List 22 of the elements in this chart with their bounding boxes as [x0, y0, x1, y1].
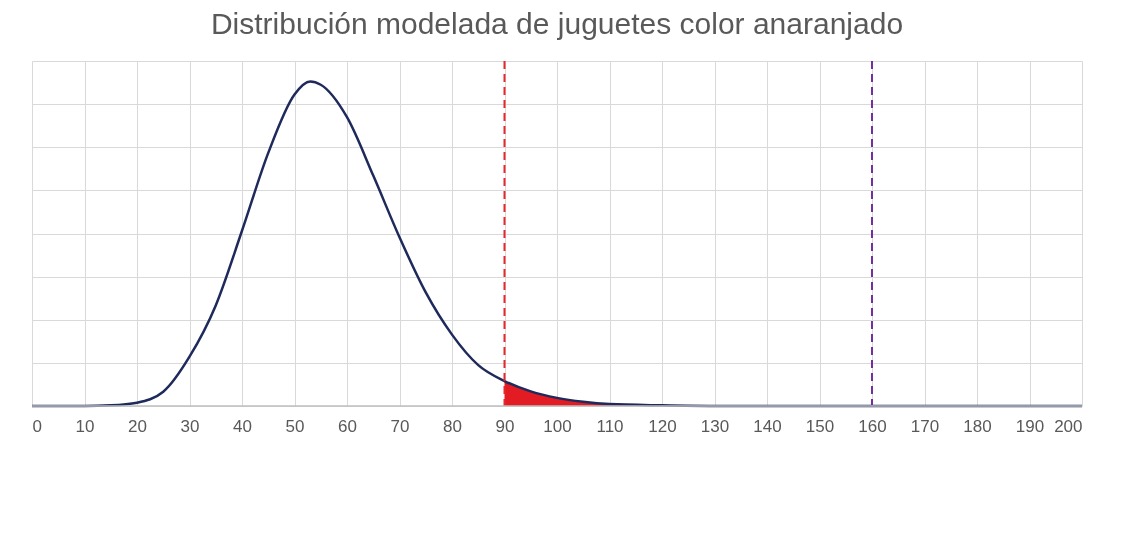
x-tick-label: 40	[233, 416, 252, 436]
x-tick-label: 20	[128, 416, 147, 436]
x-tick-label: 0	[32, 416, 42, 436]
x-tick-label: 70	[390, 416, 410, 436]
x-tick-label: 50	[285, 416, 305, 436]
x-tick-label: 130	[700, 416, 730, 436]
x-tick-label: 90	[495, 416, 515, 436]
x-tick-label: 10	[75, 416, 95, 436]
x-tick-label: 30	[180, 416, 200, 436]
x-tick-label: 60	[338, 416, 357, 436]
x-tick-label: 190	[1015, 416, 1045, 436]
x-tick-label: 120	[648, 416, 677, 436]
x-tick-label: 100	[543, 416, 572, 436]
x-tick-label: 110	[596, 416, 624, 436]
x-tick-label: 160	[858, 416, 887, 436]
x-tick-label: 150	[805, 416, 835, 436]
chart-title: Distribución modelada de juguetes color anaranjado	[210, 7, 904, 40]
x-tick-label: 140	[753, 416, 782, 436]
x-tick-label: 200	[1054, 416, 1083, 436]
x-tick-label: 180	[963, 416, 992, 436]
x-tick-label: 80	[443, 416, 462, 436]
x-tick-label: 170	[910, 416, 940, 436]
